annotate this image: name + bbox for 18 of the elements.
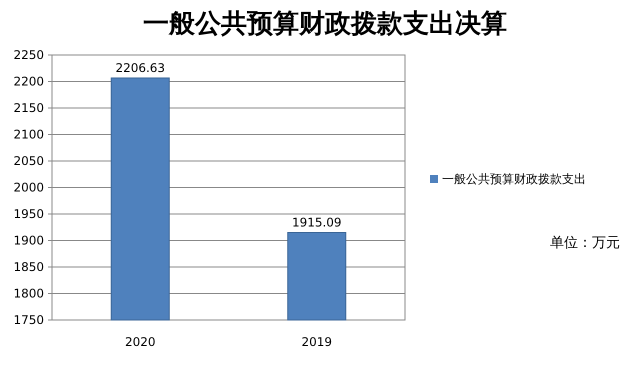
chart-title: 一般公共预算财政拨款支出决算 [143, 9, 507, 39]
y-tick-label: 1950 [13, 207, 44, 221]
y-tick-label: 2000 [13, 180, 44, 194]
data-label: 1915.09 [292, 216, 342, 230]
y-tick-label: 2050 [13, 154, 44, 168]
y-tick-label: 1850 [13, 260, 44, 274]
y-tick-label: 1900 [13, 234, 44, 248]
y-tick-label: 1800 [13, 286, 44, 300]
y-tick-label: 2150 [13, 101, 44, 115]
legend-label: 一般公共预算财政拨款支出 [442, 172, 586, 186]
y-tick-label: 1750 [13, 313, 44, 327]
y-tick-label: 2200 [13, 74, 44, 88]
y-tick-label: 2250 [13, 48, 44, 62]
x-tick-label: 2019 [301, 335, 332, 349]
data-label: 2206.63 [115, 60, 166, 75]
text: 单位：万元 [550, 235, 620, 251]
x-tick-label: 2020 [124, 335, 156, 349]
y-tick-label: 2100 [13, 128, 44, 142]
